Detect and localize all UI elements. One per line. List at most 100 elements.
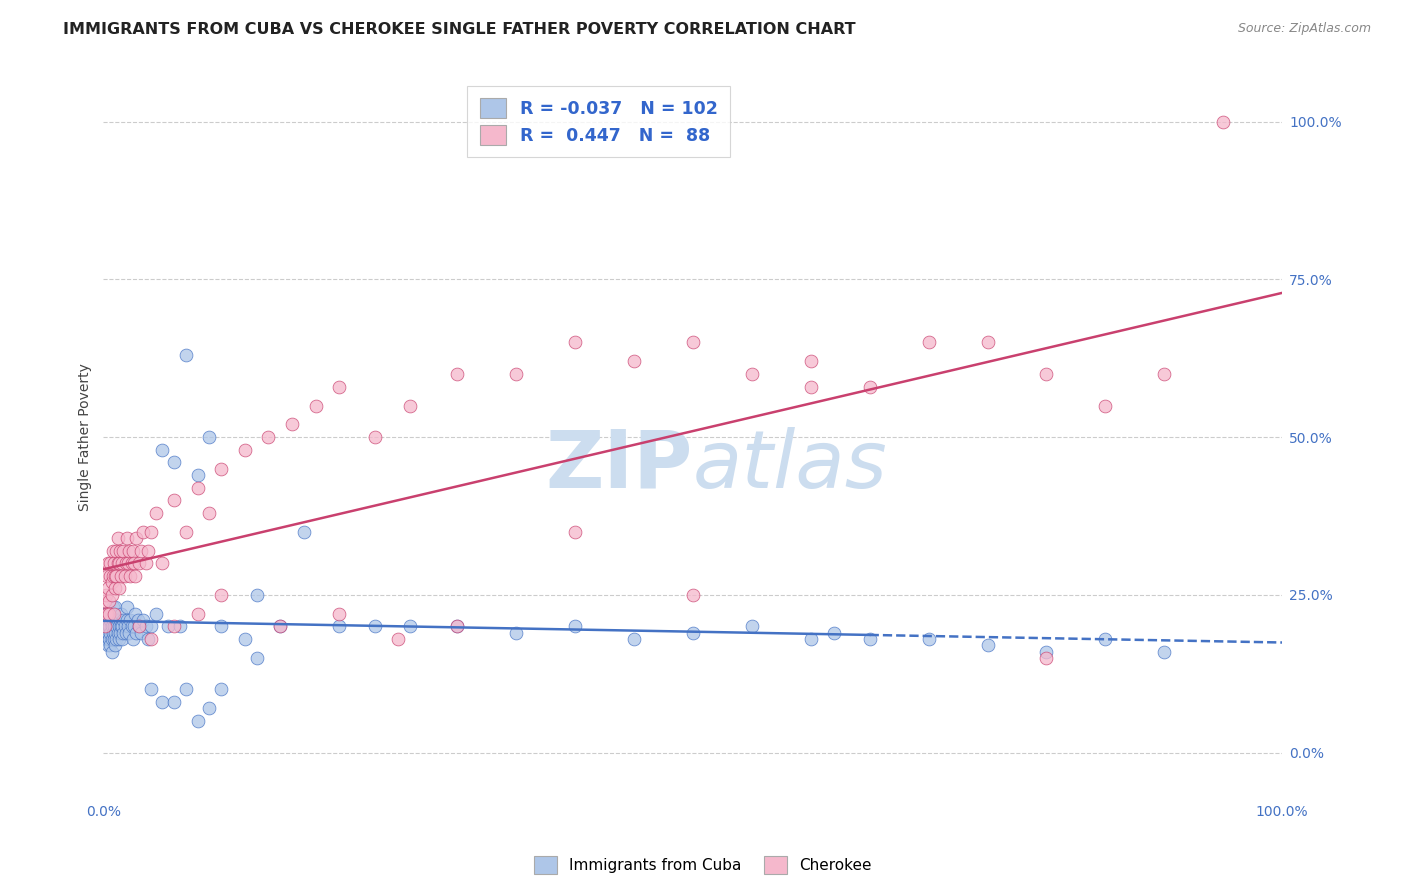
Point (94, 588, 117, 602)
Point (157, 619, 180, 633)
Point (114, 619, 136, 633)
Point (108, 543, 131, 558)
Point (187, 607, 209, 621)
Point (976, 335, 998, 350)
Point (107, 582, 129, 596)
Point (122, 619, 145, 633)
Point (110, 569, 132, 583)
Point (114, 625, 136, 640)
Point (96, 613, 118, 627)
Point (103, 607, 125, 621)
Point (127, 613, 149, 627)
Point (564, 619, 586, 633)
Point (114, 556, 136, 570)
Point (100, 638, 122, 652)
Point (97, 613, 120, 627)
Point (100, 619, 122, 633)
Point (129, 625, 152, 640)
Point (105, 569, 128, 583)
Point (800, 379, 823, 393)
Point (111, 632, 134, 646)
Point (100, 644, 122, 658)
Legend: R = -0.037   N = 102, R =  0.447   N =  88: R = -0.037 N = 102, R = 0.447 N = 88 (467, 87, 730, 158)
Point (107, 632, 129, 646)
Point (93, 619, 115, 633)
Point (128, 619, 150, 633)
Point (209, 682, 232, 697)
Point (104, 625, 127, 640)
Y-axis label: Single Father Poverty: Single Father Poverty (79, 363, 93, 511)
Point (128, 556, 150, 570)
Point (94, 607, 117, 621)
Point (741, 367, 763, 381)
Point (209, 588, 232, 602)
Point (94, 607, 117, 621)
Point (94, 632, 117, 646)
Point (98, 607, 121, 621)
Point (110, 607, 132, 621)
Point (115, 600, 138, 615)
Point (122, 556, 145, 570)
Legend: Immigrants from Cuba, Cherokee: Immigrants from Cuba, Cherokee (527, 850, 879, 880)
Point (363, 619, 385, 633)
Point (103, 619, 125, 633)
Point (103, 556, 125, 570)
Point (111, 619, 134, 633)
Point (145, 506, 167, 520)
Point (823, 625, 845, 640)
Point (399, 619, 422, 633)
Point (107, 613, 129, 627)
Point (98, 607, 121, 621)
Point (101, 569, 124, 583)
Point (800, 632, 823, 646)
Point (100, 625, 122, 640)
Point (209, 619, 232, 633)
Point (98, 632, 121, 646)
Point (1153, 367, 1175, 381)
Point (682, 335, 704, 350)
Point (328, 619, 350, 633)
Point (187, 481, 209, 495)
Point (859, 632, 882, 646)
Point (1035, 367, 1057, 381)
Point (100, 588, 122, 602)
Point (112, 625, 135, 640)
Point (108, 613, 131, 627)
Point (363, 430, 385, 444)
Point (101, 600, 124, 615)
Point (125, 625, 148, 640)
Point (125, 531, 148, 545)
Point (98, 619, 121, 633)
Point (328, 379, 350, 393)
Point (104, 582, 127, 596)
Point (103, 607, 125, 621)
Point (198, 430, 221, 444)
Point (174, 682, 197, 697)
Point (124, 569, 146, 583)
Point (96, 569, 118, 583)
Point (120, 613, 142, 627)
Point (174, 524, 197, 539)
Point (269, 619, 291, 633)
Point (135, 556, 157, 570)
Point (505, 367, 527, 381)
Point (859, 379, 882, 393)
Point (100, 632, 122, 646)
Point (1153, 644, 1175, 658)
Point (446, 619, 468, 633)
Point (104, 569, 127, 583)
Point (169, 619, 191, 633)
Point (174, 348, 197, 362)
Text: atlas: atlas (693, 427, 887, 505)
Point (96, 619, 118, 633)
Point (505, 625, 527, 640)
Point (139, 632, 162, 646)
Point (292, 524, 315, 539)
Point (107, 556, 129, 570)
Point (150, 556, 173, 570)
Point (139, 682, 162, 697)
Point (163, 493, 186, 508)
Point (107, 531, 129, 545)
Point (1094, 399, 1116, 413)
Point (101, 543, 124, 558)
